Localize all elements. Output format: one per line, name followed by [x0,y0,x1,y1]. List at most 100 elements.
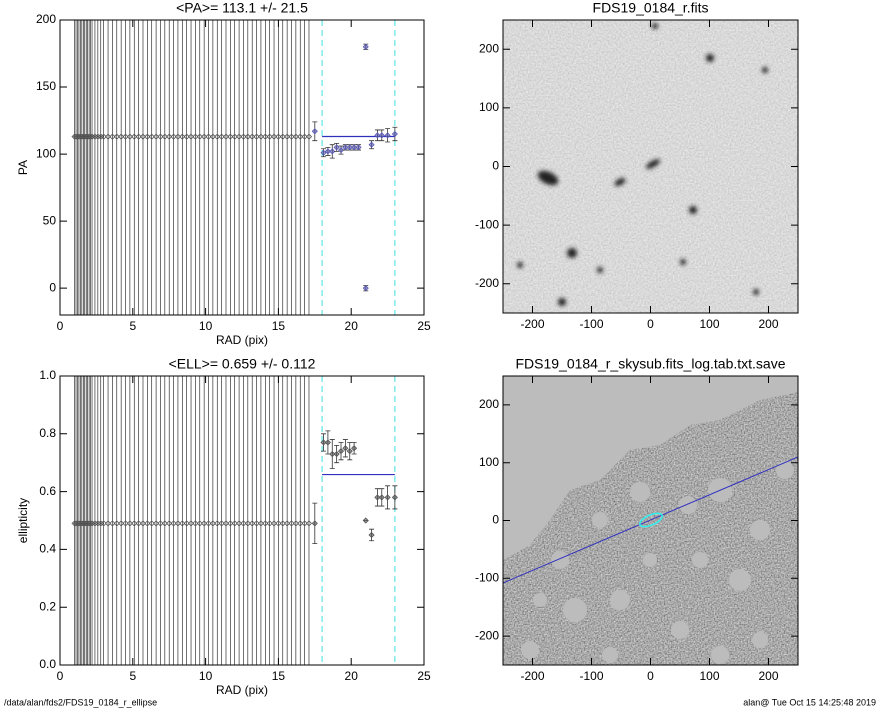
point [288,520,295,527]
y-tick-label: 100 [36,146,56,160]
point [355,144,362,151]
point [362,285,369,292]
y-tick-label: 0.8 [39,426,56,440]
point [214,520,221,527]
plot-frame [59,19,425,316]
point [192,520,199,527]
point [157,520,164,527]
point [161,133,168,140]
y-tick-label: 50 [43,213,57,227]
sources [517,23,768,306]
point [311,128,318,135]
chart-title: <ELL>= 0.659 +/- 0.112 [169,356,316,372]
x-tick-label: -100 [579,669,603,683]
point [222,520,230,527]
point [161,520,168,527]
point [201,520,208,527]
point [118,133,125,140]
x-tick-label: 5 [129,669,136,683]
point [131,520,138,527]
point [297,520,304,527]
y-tick-label: 200 [479,41,499,55]
y-tick-label: 1.0 [39,368,56,382]
x-tick-label: 200 [758,669,778,683]
point [118,520,125,527]
point [301,520,308,527]
point [148,520,155,527]
point [333,450,340,458]
point [209,520,216,527]
point [192,133,199,140]
point [253,520,260,527]
x-tick-label: 0 [647,669,654,683]
x-tick-label: -200 [520,669,544,683]
point [346,448,353,455]
point [157,133,164,140]
point [187,520,195,527]
y-tick-label: 0 [49,280,56,294]
point [139,520,147,527]
y-tick-label: 200 [479,397,499,411]
point [240,520,247,527]
point [266,133,273,140]
x-tick-label: 15 [272,669,286,683]
point [236,133,243,140]
plot-frame [59,375,425,666]
point [240,133,247,140]
point [144,520,151,527]
point [284,133,291,140]
point [187,133,195,140]
x-tick-label: 100 [699,317,719,331]
point [131,133,138,140]
point [329,148,336,155]
x-tick-label: 5 [129,319,136,333]
point [87,133,94,140]
point [288,133,295,140]
point [249,133,256,140]
point [320,149,327,156]
point [337,147,345,154]
point [244,520,251,527]
point [384,494,391,501]
point [179,133,186,140]
point [329,450,336,458]
point [346,144,353,151]
point [292,133,299,140]
y-tick-label: 100 [479,455,499,469]
point [266,520,273,527]
x-tick-label: 20 [345,669,359,683]
point [297,133,304,140]
point [262,520,269,527]
point [342,144,349,151]
point [104,520,112,527]
point [166,133,173,140]
point [100,133,107,140]
point [126,520,133,527]
point [100,520,107,527]
y-tick-label: 0 [492,159,499,173]
point [183,520,190,527]
y-tick-label: 100 [479,100,499,114]
y-tick-label: 0 [492,513,499,527]
point [109,520,116,527]
x-tick-label: 0 [57,319,64,333]
point [275,520,282,527]
point [209,133,216,140]
point [275,133,282,140]
y-tick-label: -200 [475,628,499,642]
y-tick-label: 0.2 [39,599,56,613]
image-2 [503,376,798,665]
point [244,133,251,140]
point [139,133,147,140]
point [262,133,269,140]
point [301,133,308,140]
point [320,439,327,446]
point [109,133,116,140]
point [218,133,225,140]
chart-title: FDS19_0184_r.fits [593,0,709,16]
point [249,520,256,527]
x-tick-label: -100 [579,317,603,331]
point [378,132,385,139]
point [311,520,318,527]
